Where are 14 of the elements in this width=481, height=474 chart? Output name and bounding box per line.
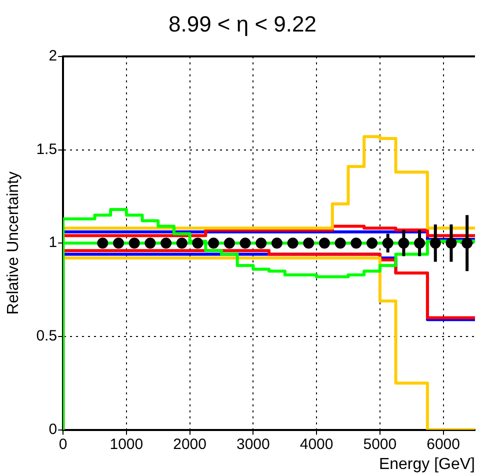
chart-title: 8.99 < η < 9.22 xyxy=(168,11,317,36)
x-tick-label: 3000 xyxy=(236,436,270,453)
x-tick-label: 2000 xyxy=(173,436,206,453)
x-axis-title: Energy [GeV] xyxy=(378,456,475,473)
x-tick-label: 4000 xyxy=(300,436,334,453)
y-tick-label: 2 xyxy=(48,48,58,65)
y-tick-label: 1 xyxy=(48,234,58,252)
y-tick-label: 0.5 xyxy=(36,328,58,345)
y-axis-title: Relative Uncertainty xyxy=(5,172,22,315)
x-tick-label: 1000 xyxy=(110,436,144,453)
x-tick-label: 6000 xyxy=(426,436,460,453)
y-tick-label: 1.5 xyxy=(36,140,58,158)
x-tick-label: 5000 xyxy=(363,436,397,453)
y-tick-label: 0 xyxy=(48,420,58,438)
